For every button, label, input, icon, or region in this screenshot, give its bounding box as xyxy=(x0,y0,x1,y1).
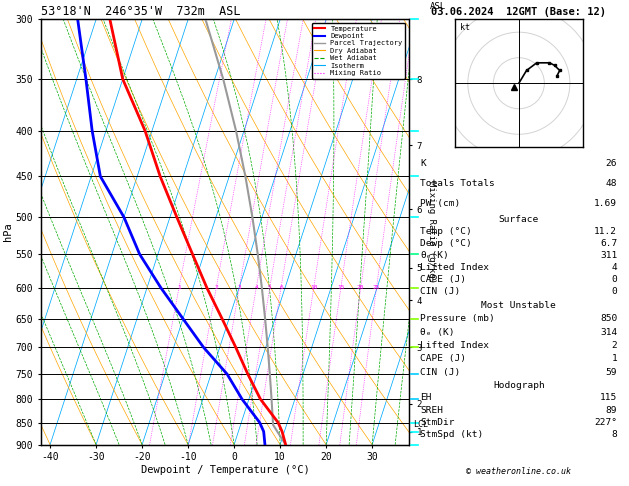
Text: StmDir: StmDir xyxy=(420,417,455,427)
Text: kt: kt xyxy=(460,23,470,32)
Text: LCL: LCL xyxy=(413,420,428,429)
Text: 8: 8 xyxy=(611,430,617,439)
Text: CIN (J): CIN (J) xyxy=(420,287,460,296)
Text: θₑ(K): θₑ(K) xyxy=(420,251,449,260)
Text: EH: EH xyxy=(420,393,432,402)
Y-axis label: Mixing Ratio (g/kg): Mixing Ratio (g/kg) xyxy=(427,181,436,283)
Text: 89: 89 xyxy=(606,405,617,415)
Text: 0: 0 xyxy=(611,287,617,296)
Text: 53°18'N  246°35'W  732m  ASL: 53°18'N 246°35'W 732m ASL xyxy=(41,5,240,18)
Text: 5: 5 xyxy=(268,285,272,290)
Text: PW (cm): PW (cm) xyxy=(420,198,460,208)
Text: 6.7: 6.7 xyxy=(600,239,617,248)
Text: CAPE (J): CAPE (J) xyxy=(420,354,467,364)
Text: 6: 6 xyxy=(279,285,283,290)
Text: 850: 850 xyxy=(600,314,617,323)
Text: Dewp (°C): Dewp (°C) xyxy=(420,239,472,248)
Text: 10: 10 xyxy=(310,285,318,290)
Text: Pressure (mb): Pressure (mb) xyxy=(420,314,495,323)
Text: 227°: 227° xyxy=(594,417,617,427)
Text: 11.2: 11.2 xyxy=(594,227,617,236)
Text: 115: 115 xyxy=(600,393,617,402)
Text: Lifted Index: Lifted Index xyxy=(420,263,489,273)
Y-axis label: hPa: hPa xyxy=(3,223,13,242)
Text: SREH: SREH xyxy=(420,405,443,415)
Text: Most Unstable: Most Unstable xyxy=(481,301,556,310)
Text: © weatheronline.co.uk: © weatheronline.co.uk xyxy=(466,467,571,476)
Text: Hodograph: Hodograph xyxy=(493,381,545,390)
Text: 314: 314 xyxy=(600,328,617,337)
Text: 15: 15 xyxy=(337,285,345,290)
Text: CIN (J): CIN (J) xyxy=(420,367,460,377)
Text: 0: 0 xyxy=(611,276,617,284)
Text: θₑ (K): θₑ (K) xyxy=(420,328,455,337)
Text: Lifted Index: Lifted Index xyxy=(420,341,489,350)
Text: 2: 2 xyxy=(611,341,617,350)
Text: Temp (°C): Temp (°C) xyxy=(420,227,472,236)
Text: StmSpd (kt): StmSpd (kt) xyxy=(420,430,484,439)
X-axis label: Dewpoint / Temperature (°C): Dewpoint / Temperature (°C) xyxy=(140,465,309,475)
Text: 1: 1 xyxy=(611,354,617,364)
Text: 03.06.2024  12GMT (Base: 12): 03.06.2024 12GMT (Base: 12) xyxy=(431,7,606,17)
Text: K: K xyxy=(420,159,426,168)
Text: 26: 26 xyxy=(606,159,617,168)
Text: 1.69: 1.69 xyxy=(594,198,617,208)
Text: Surface: Surface xyxy=(499,215,539,225)
Text: 3: 3 xyxy=(237,285,241,290)
Text: 311: 311 xyxy=(600,251,617,260)
Text: 25: 25 xyxy=(373,285,381,290)
Text: 59: 59 xyxy=(606,367,617,377)
Text: 4: 4 xyxy=(254,285,258,290)
Text: 1: 1 xyxy=(177,285,181,290)
Text: km
ASL: km ASL xyxy=(430,0,447,11)
Text: 4: 4 xyxy=(611,263,617,273)
Text: 48: 48 xyxy=(606,179,617,188)
Text: CAPE (J): CAPE (J) xyxy=(420,276,467,284)
Text: Totals Totals: Totals Totals xyxy=(420,179,495,188)
Text: 20: 20 xyxy=(357,285,364,290)
Legend: Temperature, Dewpoint, Parcel Trajectory, Dry Adiabat, Wet Adiabat, Isotherm, Mi: Temperature, Dewpoint, Parcel Trajectory… xyxy=(312,23,406,79)
Text: 2: 2 xyxy=(214,285,218,290)
